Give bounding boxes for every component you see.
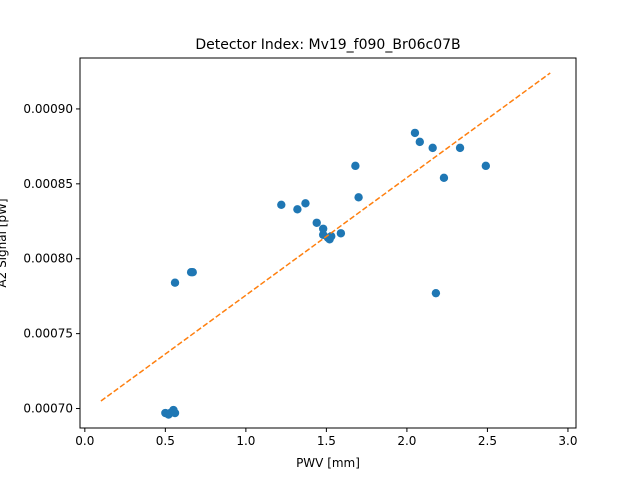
- data-point: [277, 200, 286, 210]
- y-tick-label: 0.00080: [23, 252, 73, 266]
- data-point: [415, 137, 424, 147]
- x-tick-label: 1.5: [317, 434, 336, 448]
- data-point: [312, 218, 321, 227]
- x-tick-label: 2.5: [478, 434, 497, 448]
- data-point: [410, 128, 420, 138]
- plot-frame: [79, 57, 577, 429]
- data-point: [170, 278, 180, 287]
- y-tick-label: 0.00085: [23, 177, 73, 191]
- data-point: [455, 143, 465, 153]
- data-point: [318, 224, 328, 233]
- data-point: [293, 205, 302, 214]
- y-tick-label: 0.00090: [23, 102, 73, 116]
- x-axis-label: PWV [mm]: [296, 456, 360, 470]
- data-point: [351, 161, 360, 171]
- fit-line: [100, 72, 551, 402]
- data-point: [481, 161, 491, 171]
- data-point: [336, 229, 346, 238]
- data-point: [327, 232, 336, 241]
- y-tick-label: 0.00070: [23, 402, 73, 416]
- data-point: [439, 173, 449, 183]
- x-tick-label: 0.0: [75, 434, 94, 448]
- chart-title: Detector Index: Mv19_f090_Br06c07B: [195, 37, 460, 53]
- data-point: [354, 193, 363, 202]
- data-point: [188, 268, 197, 277]
- data-point: [431, 288, 441, 298]
- data-point: [428, 143, 437, 153]
- x-tick-label: 2.0: [397, 434, 416, 448]
- y-axis-label: A2 Signal [pW]: [0, 198, 9, 287]
- data-point: [301, 199, 310, 208]
- x-tick-label: 3.0: [558, 434, 577, 448]
- x-tick-label: 1.0: [236, 434, 255, 448]
- y-tick-label: 0.00075: [23, 327, 73, 341]
- data-point: [170, 408, 180, 418]
- x-tick-label: 0.5: [156, 434, 175, 448]
